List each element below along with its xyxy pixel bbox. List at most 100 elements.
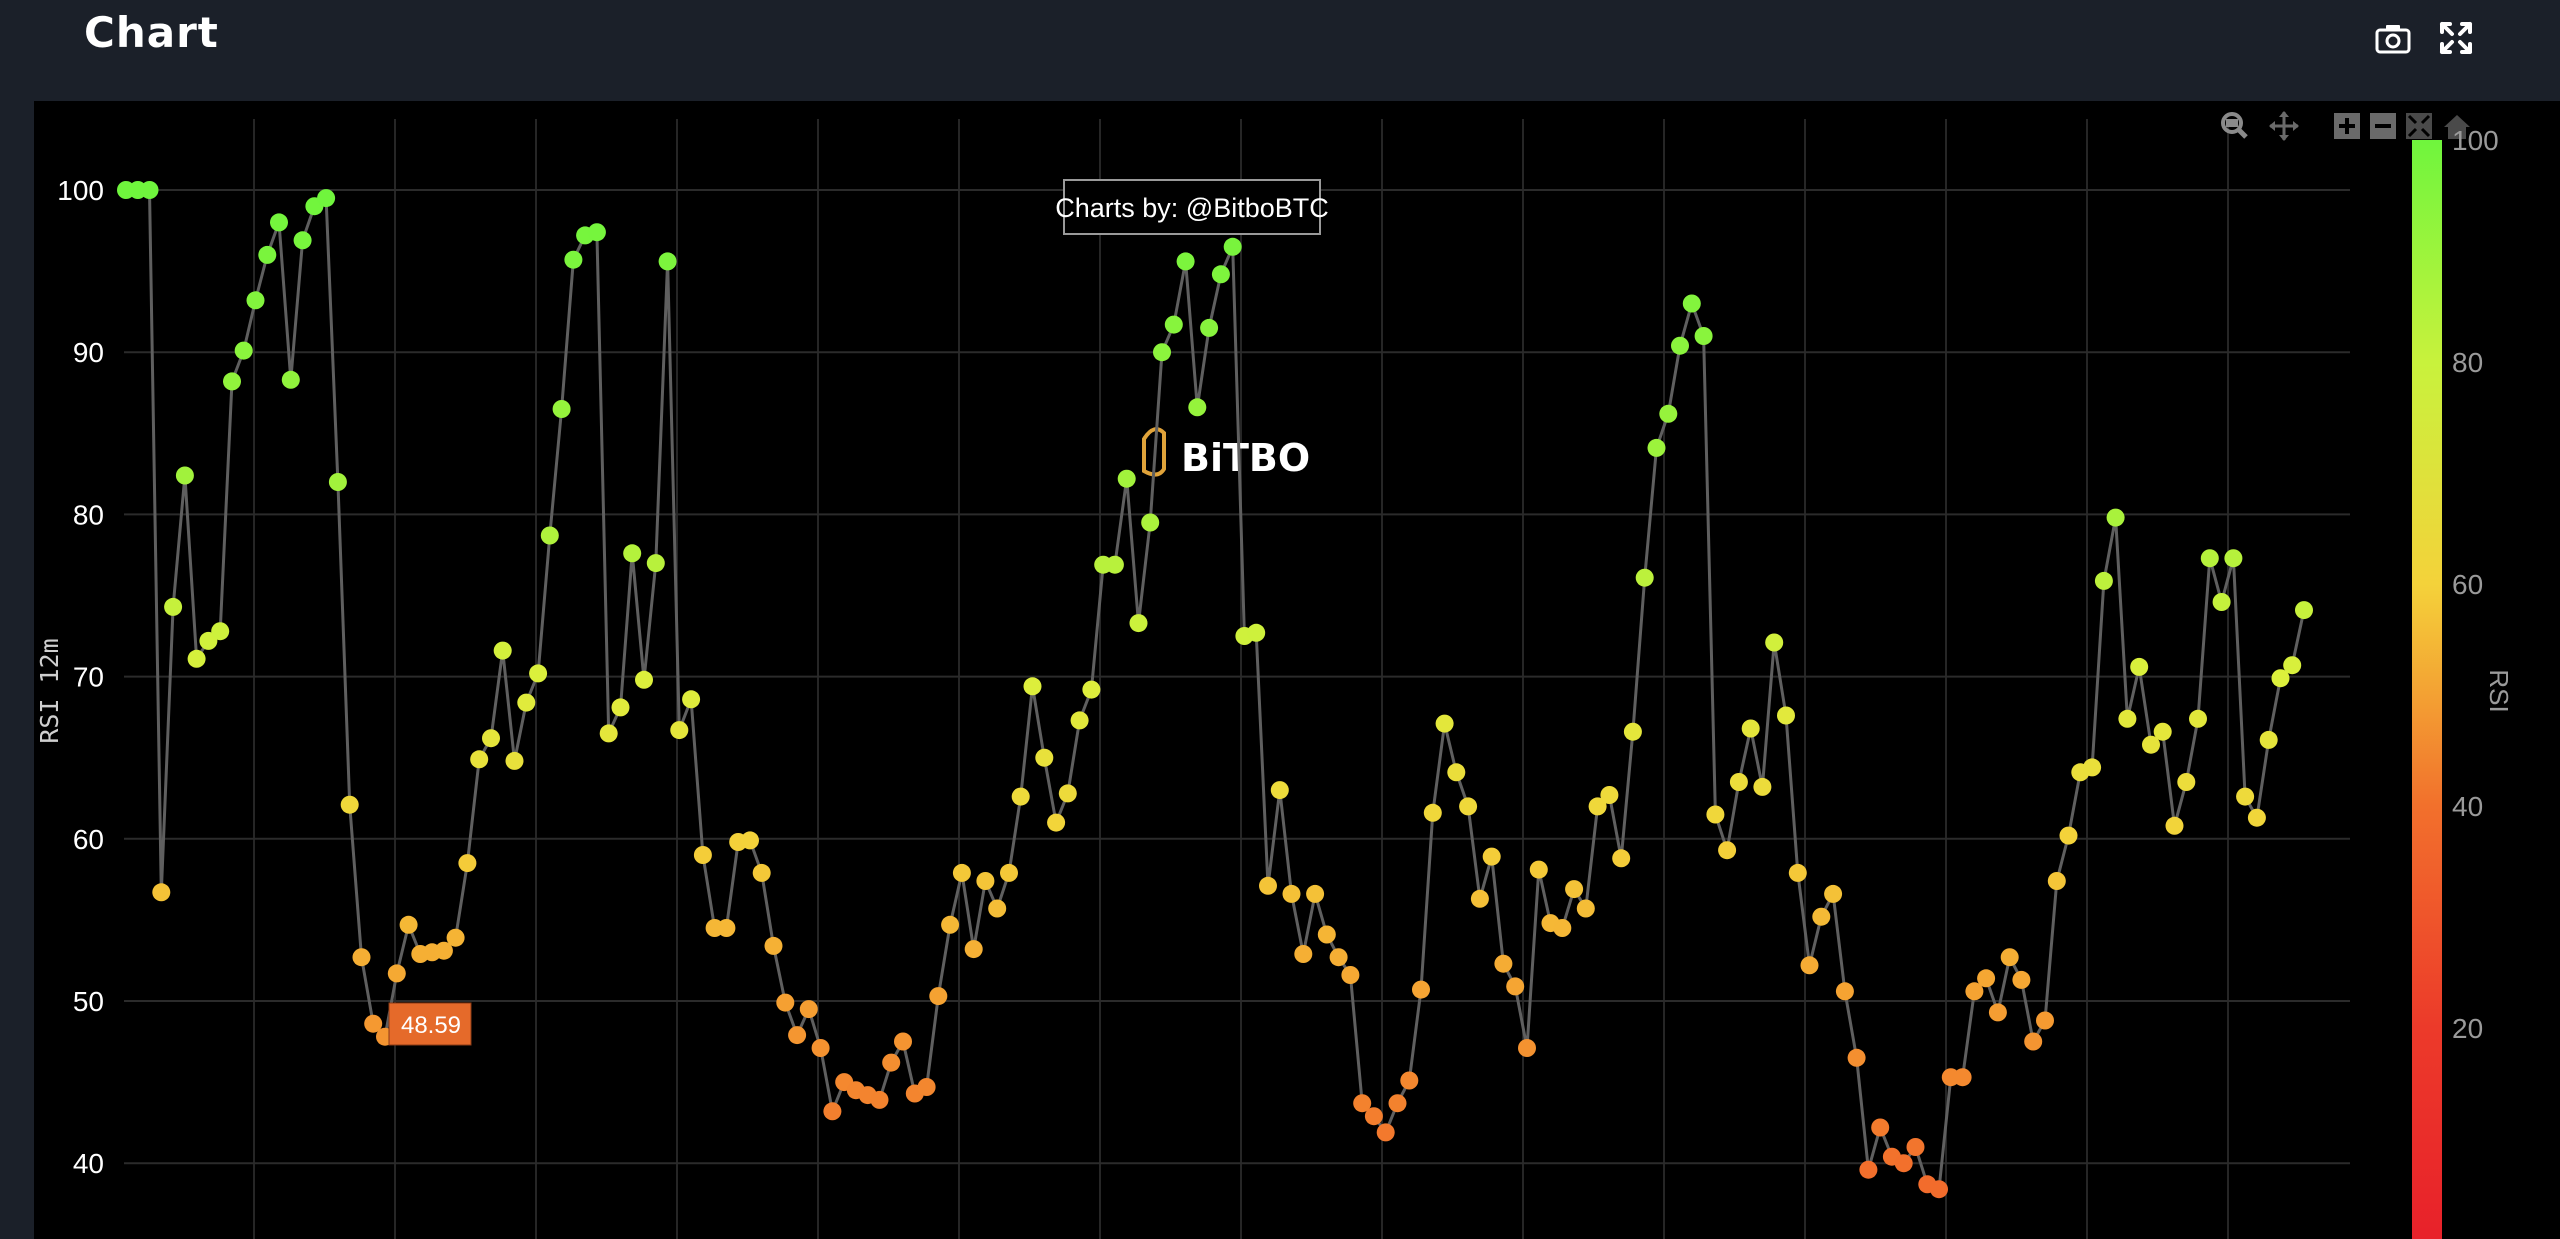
data-point[interactable]: [1871, 1118, 1890, 1137]
data-point[interactable]: [1953, 1068, 1972, 1087]
data-point[interactable]: [2224, 549, 2243, 568]
data-point[interactable]: [140, 181, 159, 199]
data-point[interactable]: [1023, 677, 1042, 696]
data-point[interactable]: [670, 721, 689, 740]
data-point[interactable]: [964, 940, 983, 959]
data-point[interactable]: [1659, 404, 1678, 423]
data-point[interactable]: [1859, 1160, 1878, 1179]
zoom-in-icon[interactable]: [2334, 113, 2360, 139]
data-point[interactable]: [1788, 863, 1807, 882]
data-point[interactable]: [1364, 1107, 1383, 1126]
data-point[interactable]: [1576, 899, 1595, 918]
data-point[interactable]: [1647, 438, 1666, 457]
fullscreen-icon[interactable]: [2436, 18, 2476, 58]
data-point[interactable]: [788, 1026, 807, 1045]
data-point[interactable]: [1612, 849, 1631, 868]
data-point[interactable]: [776, 993, 795, 1012]
data-point[interactable]: [870, 1090, 889, 1109]
data-point[interactable]: [611, 698, 630, 717]
data-point[interactable]: [1047, 813, 1066, 832]
data-point[interactable]: [752, 863, 771, 882]
data-point[interactable]: [2024, 1032, 2043, 1051]
data-point[interactable]: [1682, 294, 1701, 313]
data-point[interactable]: [1035, 748, 1054, 767]
data-point[interactable]: [1965, 982, 1984, 1001]
data-point[interactable]: [693, 846, 712, 864]
data-point[interactable]: [1930, 1180, 1948, 1199]
data-point[interactable]: [599, 724, 618, 743]
data-point[interactable]: [1176, 252, 1195, 271]
data-point[interactable]: [1706, 805, 1725, 824]
data-point[interactable]: [1435, 714, 1454, 733]
data-point[interactable]: [741, 831, 759, 850]
data-point[interactable]: [270, 213, 288, 232]
data-point[interactable]: [1188, 398, 1207, 417]
data-point[interactable]: [482, 729, 500, 748]
pan-icon[interactable]: [2269, 111, 2299, 141]
data-point[interactable]: [458, 854, 477, 873]
data-point[interactable]: [1847, 1048, 1866, 1067]
data-point[interactable]: [1835, 982, 1854, 1001]
data-point[interactable]: [646, 554, 665, 573]
data-point[interactable]: [2106, 508, 2125, 527]
data-point[interactable]: [493, 641, 512, 660]
data-point[interactable]: [1977, 969, 1996, 988]
data-point[interactable]: [505, 751, 524, 770]
data-point[interactable]: [682, 690, 701, 709]
data-point[interactable]: [764, 936, 783, 955]
data-point[interactable]: [1553, 919, 1572, 937]
rsi-chart[interactable]: 40 50 60 70 80 90 100 RSI 12m BiTBO Charts by:…: [34, 101, 2560, 1239]
data-point[interactable]: [1518, 1039, 1536, 1057]
data-point[interactable]: [1058, 784, 1077, 803]
data-point[interactable]: [446, 928, 465, 947]
data-point[interactable]: [2283, 656, 2302, 675]
data-point[interactable]: [387, 964, 406, 983]
data-point[interactable]: [1153, 343, 1171, 362]
data-point[interactable]: [2200, 549, 2219, 568]
data-point[interactable]: [1482, 847, 1501, 866]
rsi-series[interactable]: [117, 181, 2313, 1199]
data-point[interactable]: [1376, 1123, 1395, 1142]
data-point[interactable]: [1105, 555, 1124, 574]
data-point[interactable]: [1211, 265, 1230, 284]
data-point[interactable]: [1635, 568, 1654, 587]
data-point[interactable]: [2165, 816, 2184, 835]
data-point[interactable]: [211, 622, 230, 641]
data-point[interactable]: [2083, 758, 2102, 777]
data-point[interactable]: [2012, 970, 2031, 989]
data-point[interactable]: [1412, 980, 1430, 999]
data-point[interactable]: [293, 231, 312, 250]
data-point[interactable]: [2247, 808, 2266, 827]
data-point[interactable]: [352, 948, 371, 967]
data-point[interactable]: [823, 1102, 842, 1121]
data-point[interactable]: [988, 899, 1007, 918]
data-point[interactable]: [1317, 925, 1336, 944]
data-point[interactable]: [799, 1000, 818, 1019]
data-point[interactable]: [1223, 237, 1242, 256]
reset-axes-icon[interactable]: [2444, 115, 2470, 139]
data-point[interactable]: [2177, 773, 2196, 791]
data-point[interactable]: [1329, 948, 1348, 967]
data-point[interactable]: [246, 291, 265, 310]
data-point[interactable]: [1494, 954, 1513, 973]
data-point[interactable]: [1753, 777, 1772, 796]
data-point[interactable]: [952, 863, 971, 882]
data-point[interactable]: [2212, 593, 2231, 611]
data-point[interactable]: [941, 915, 960, 934]
data-point[interactable]: [976, 872, 995, 890]
data-point[interactable]: [587, 223, 606, 242]
data-point[interactable]: [1894, 1154, 1913, 1173]
data-point[interactable]: [281, 370, 300, 389]
data-point[interactable]: [882, 1053, 901, 1072]
data-point[interactable]: [152, 883, 171, 902]
chart-container[interactable]: 40 50 60 70 80 90 100 RSI 12m BiTBO Charts by:…: [34, 101, 2560, 1239]
data-point[interactable]: [1082, 680, 1101, 699]
data-point[interactable]: [529, 664, 548, 683]
data-point[interactable]: [623, 544, 642, 563]
data-point[interactable]: [1729, 773, 1748, 791]
data-point[interactable]: [1000, 863, 1018, 882]
data-point[interactable]: [1353, 1094, 1372, 1113]
data-point[interactable]: [1600, 786, 1619, 804]
data-point[interactable]: [1812, 907, 1831, 926]
data-point[interactable]: [2059, 826, 2078, 845]
